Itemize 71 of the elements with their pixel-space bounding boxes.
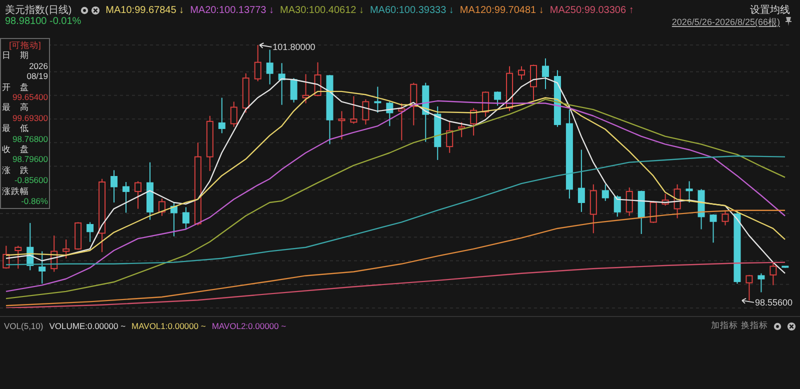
text: 加指标 — [711, 320, 738, 332]
candlestick — [86, 222, 94, 242]
annotation: 收 盘 — [2, 144, 30, 154]
text: 换指标 — [741, 320, 768, 332]
annotation: 涨 跌 — [2, 164, 30, 176]
text: MA20:100.13773 ↓ — [190, 4, 274, 16]
candlestick — [578, 149, 585, 212]
text: MA60:100.39333 ↓ — [370, 4, 454, 16]
text: VOLUME:0.00000 ~ — [49, 321, 126, 331]
candlestick — [230, 101, 238, 128]
candlestick — [38, 250, 46, 284]
candlestick — [722, 210, 729, 226]
text: 98.98100 -0.01% — [5, 16, 82, 27]
text: MA250:99.03306 ↑ — [550, 4, 634, 16]
candlestick — [614, 194, 621, 218]
annotation: 98.76800 — [12, 134, 48, 144]
candlestick — [290, 78, 298, 103]
candlestick — [542, 58, 549, 90]
candlestick — [302, 74, 310, 104]
annotation: 最 低 — [2, 123, 30, 134]
candlestick — [278, 62, 286, 106]
candlestick — [770, 262, 777, 286]
annotation: 涨跌幅 — [2, 186, 30, 196]
candlestick — [746, 274, 753, 301]
candlestick — [602, 184, 609, 202]
annotation: 99.69300 — [12, 112, 48, 124]
text: MA30:100.40612 ↓ — [280, 4, 364, 16]
annotation: 08/19 — [26, 71, 48, 82]
candlestick — [518, 66, 526, 80]
candlestick — [158, 198, 166, 216]
candlestick — [134, 180, 142, 210]
candlestick — [338, 110, 346, 140]
candlestick — [362, 98, 370, 126]
candlestick — [62, 238, 70, 259]
candlestick — [758, 272, 765, 293]
annotation: 开 盘 — [2, 82, 30, 92]
annotation: 98.79600 — [12, 154, 48, 165]
annotation: 日 期 — [2, 50, 30, 61]
text: MAVOL1:0.00000 ~ — [132, 321, 206, 331]
text: MA10:99.67845 ↓ — [106, 4, 184, 16]
candlestick — [686, 180, 693, 203]
candlestick — [14, 245, 22, 270]
candlestick — [182, 206, 190, 230]
annotation: 98.55600 — [755, 297, 793, 308]
annotation: 2026 — [28, 60, 48, 72]
candlestick — [446, 120, 454, 154]
text: 2026/5/26-2026/8/25(66根) — [672, 16, 780, 29]
annotation: [可拖动] — [8, 40, 42, 50]
text: 设置均线 — [750, 4, 790, 17]
candlestick — [218, 97, 226, 134]
candlestick — [530, 64, 537, 101]
candlestick — [494, 90, 502, 106]
text: MA120:99.70481 ↓ — [460, 4, 544, 16]
candlestick — [590, 184, 597, 234]
annotation: -0.85600 — [13, 175, 48, 186]
candlestick — [710, 214, 717, 244]
annotation: 99.65400 — [12, 92, 48, 102]
annotation: 101.80000 — [272, 42, 316, 52]
candlestick — [254, 45, 262, 82]
candlestick — [674, 184, 681, 219]
candlestick — [110, 170, 118, 203]
chart-title: 美元指数(日线) — [5, 4, 72, 17]
candlestick — [374, 86, 382, 114]
text: MAVOL2:0.00000 ~ — [212, 321, 286, 331]
candlestick — [350, 96, 358, 124]
annotation: -0.86% — [20, 196, 48, 206]
candlestick — [626, 187, 633, 216]
candlestick — [122, 182, 130, 214]
text: VOL(5,10) — [4, 321, 44, 331]
candlestick — [266, 49, 274, 85]
annotation: 最 高 — [2, 102, 30, 113]
